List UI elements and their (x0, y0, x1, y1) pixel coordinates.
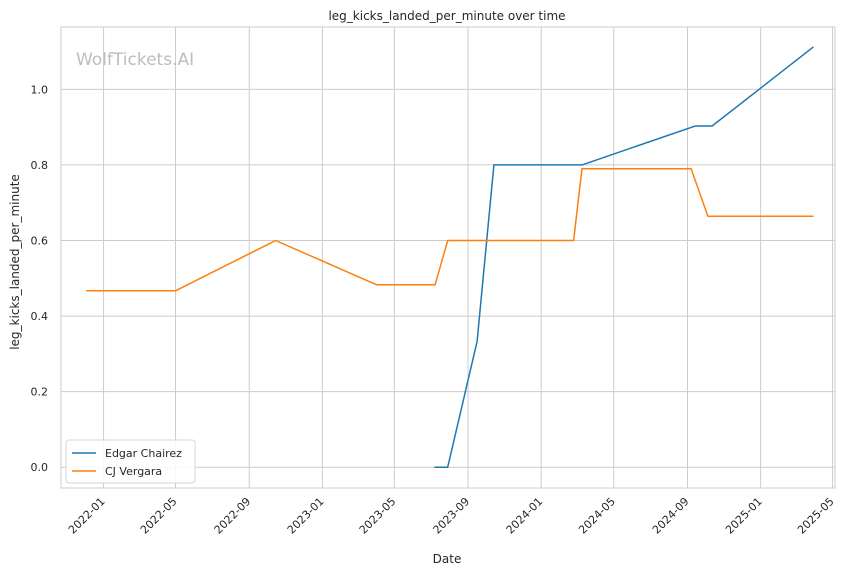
y-tick-label: 0.8 (31, 159, 49, 172)
plot-area: WolfTickets.AI (60, 26, 836, 489)
y-axis-ticks: 0.0 0.2 0.4 0.6 0.8 1.0 (31, 83, 49, 474)
series-line-edgar-chairez (434, 46, 814, 468)
y-tick-label: 0.0 (31, 461, 49, 474)
y-axis-label: leg_kicks_landed_per_minute (8, 174, 22, 350)
y-tick-label: 1.0 (31, 83, 49, 96)
series-lines (86, 46, 814, 468)
legend-label: CJ Vergara (105, 465, 162, 478)
watermark: WolfTickets.AI (76, 50, 194, 70)
legend: Edgar Chairez CJ Vergara (65, 439, 196, 484)
chart-title: leg_kicks_landed_per_minute over time (328, 9, 565, 23)
y-tick-label: 0.6 (31, 234, 49, 247)
legend-label: Edgar Chairez (105, 447, 182, 460)
x-axis-label: Date (433, 552, 462, 566)
y-tick-label: 0.2 (31, 386, 49, 399)
plot-frame (60, 26, 836, 489)
legend-box (65, 439, 196, 484)
y-tick-label: 0.4 (31, 310, 49, 323)
series-line-cj-vergara (86, 167, 814, 292)
